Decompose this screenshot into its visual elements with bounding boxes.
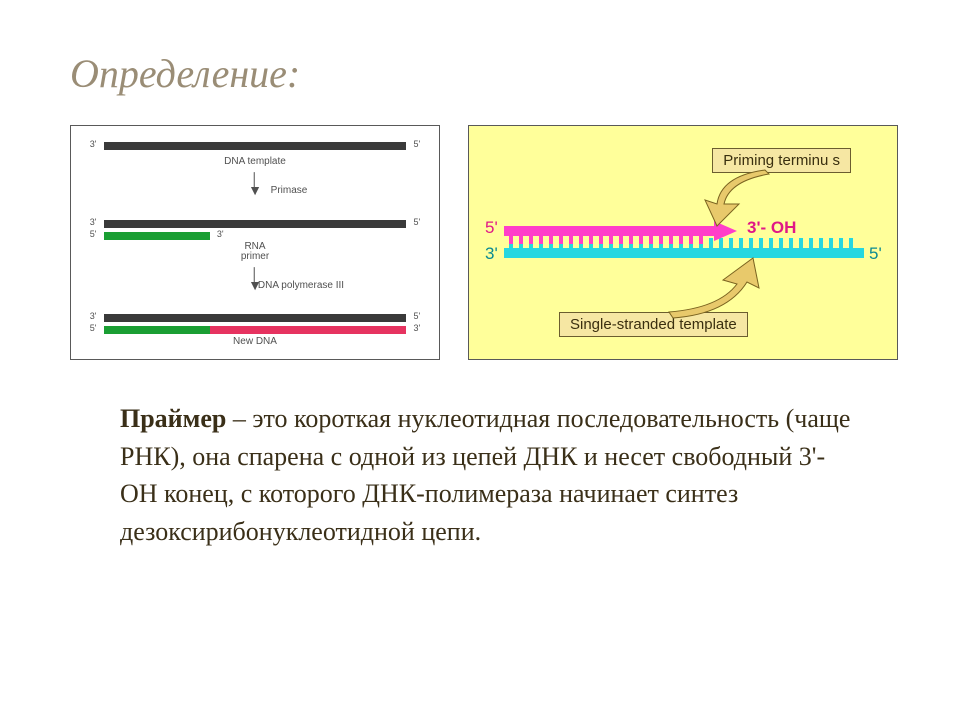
template-strand-cyan <box>504 238 864 258</box>
right-diagram-panel: Priming terminu s Single-stranded templa… <box>468 125 898 360</box>
new-dna-row: 5' 3' <box>104 326 406 334</box>
new-dna-extension <box>210 326 407 334</box>
new-dna-primer-part <box>104 326 210 334</box>
arrow-polymerase: │▼ DNA polymerase III <box>87 271 423 301</box>
template-strand-2: 3' 5' <box>104 220 406 228</box>
dna-template-label: DNA template <box>224 156 286 167</box>
label-3p-bottom: 3' <box>485 244 498 264</box>
left-diagram-panel: 3' 5' DNA template │▼ Primase 3' 5' 5' 3… <box>70 125 440 360</box>
dna-template-strand: 3' 5' <box>104 142 406 150</box>
primase-label: Primase <box>271 185 308 196</box>
right-panel-svg <box>469 126 899 361</box>
slide-title: Определение: <box>70 50 900 97</box>
label-5p-right: 5' <box>869 244 882 264</box>
label-3oh: 3'- OH <box>747 218 796 238</box>
primer-strand-magenta <box>504 221 737 244</box>
end-label-3p: 3' <box>90 139 97 149</box>
rna-primer-label: RNA primer <box>241 242 269 262</box>
polymerase-label: DNA polymerase III <box>258 280 344 291</box>
template-strand-3: 3' 5' <box>104 314 406 322</box>
new-dna-label: New DNA <box>233 336 277 347</box>
label-5p-top: 5' <box>485 218 498 238</box>
bottom-callout-arrow <box>669 258 759 318</box>
arrow-primase: │▼ Primase <box>87 176 423 206</box>
diagram-row: 3' 5' DNA template │▼ Primase 3' 5' 5' 3… <box>70 125 900 360</box>
definition-term: Праймер <box>120 404 226 433</box>
definition-body: – это короткая нуклеотидная последовател… <box>120 404 850 546</box>
end-label-5p: 5' <box>413 139 420 149</box>
rna-primer-bar: 5' 3' <box>104 232 210 240</box>
definition-text: Праймер – это короткая нуклеотидная посл… <box>120 400 860 551</box>
